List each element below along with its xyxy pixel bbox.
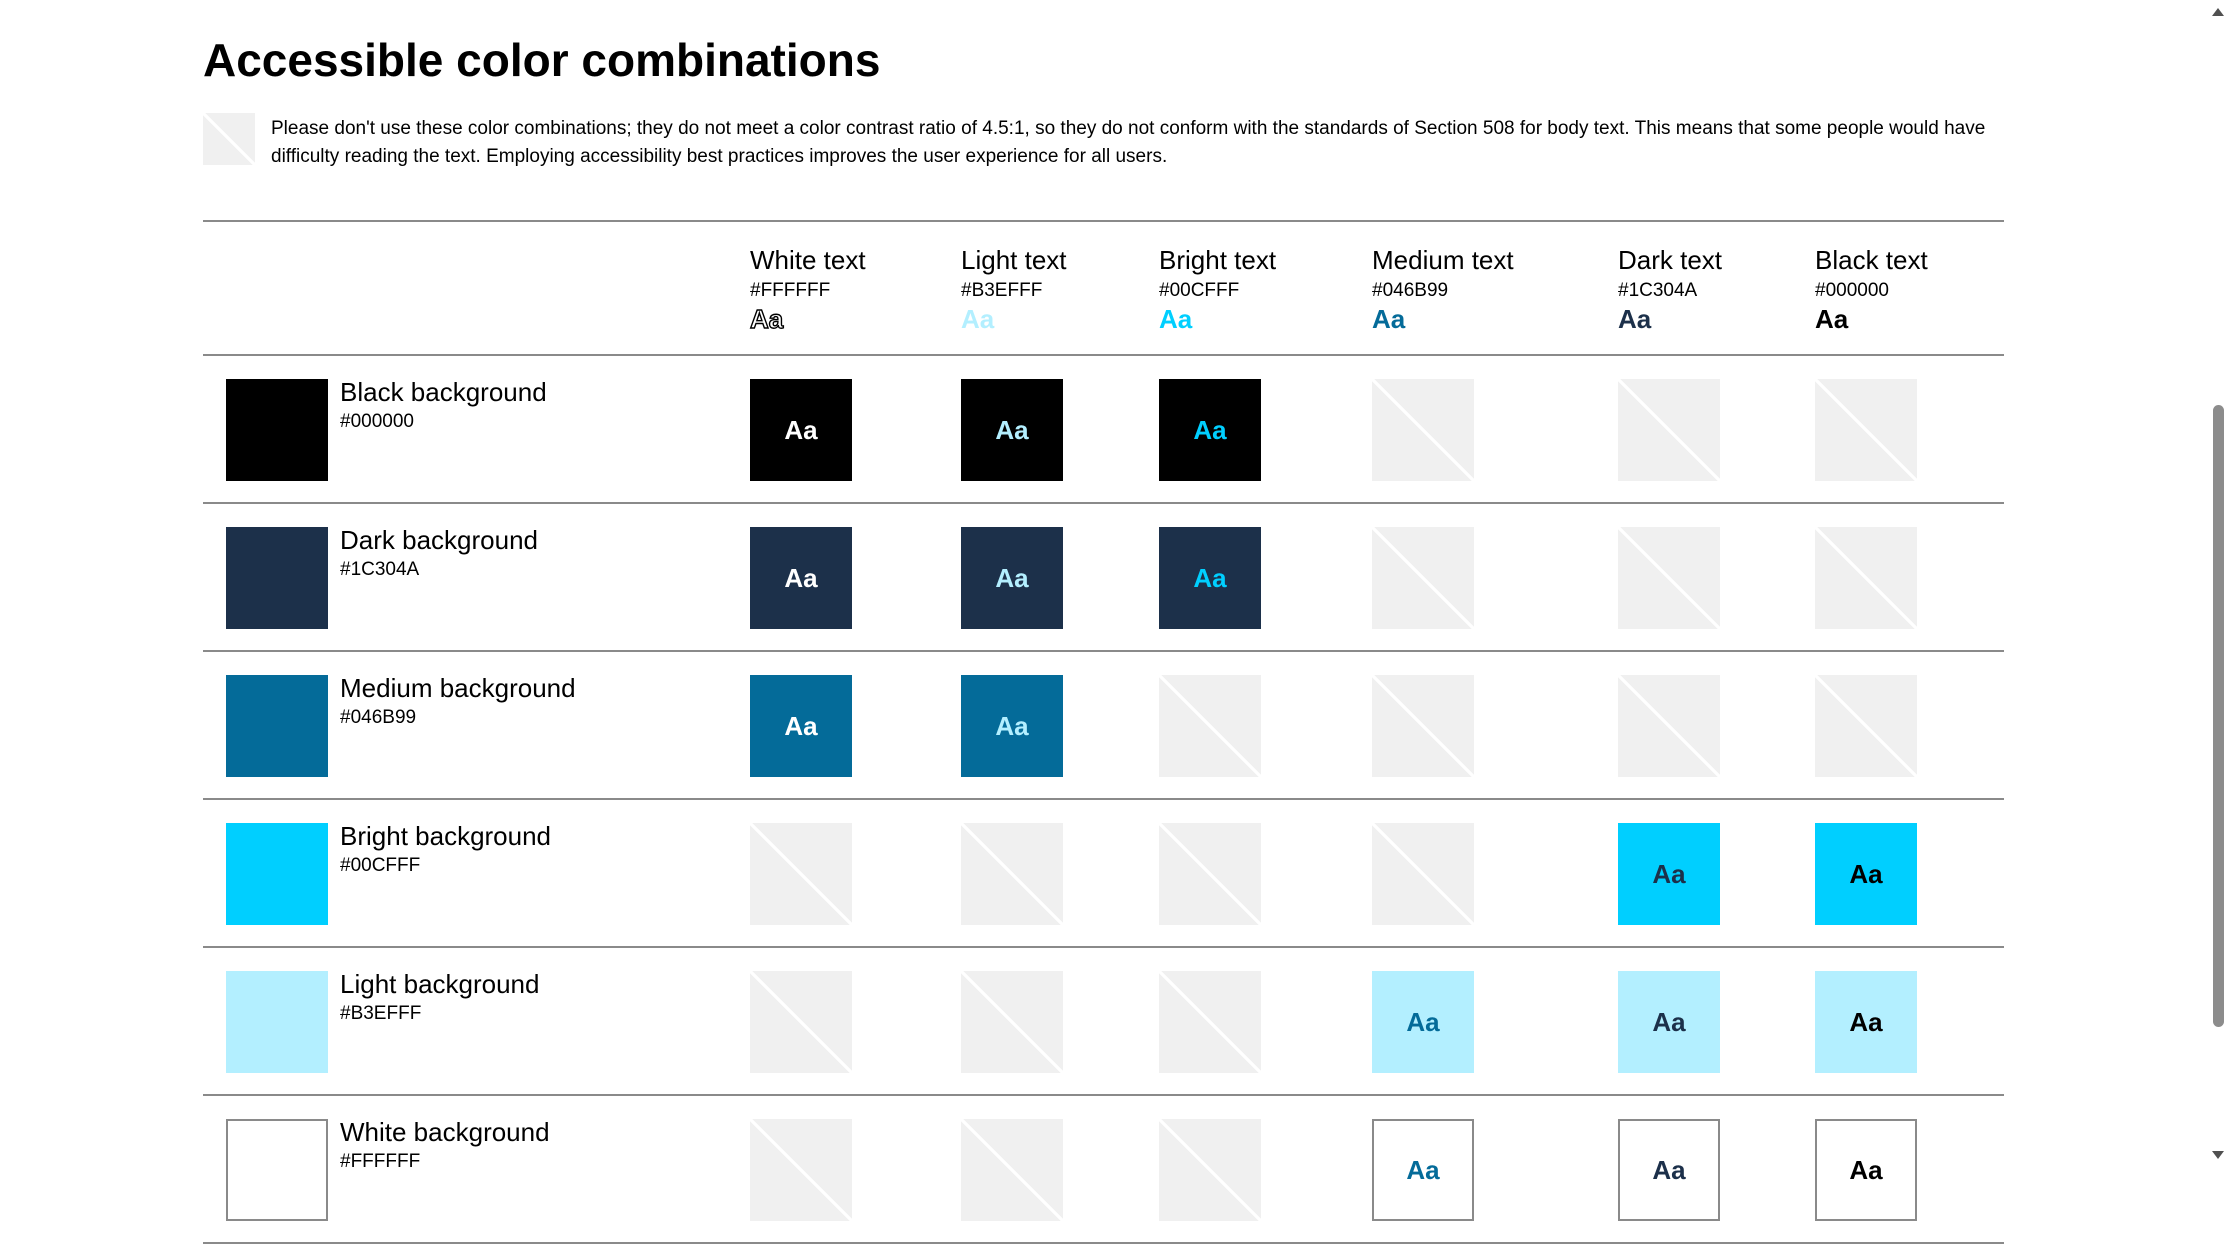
text-color-sample: Aa [1815,304,1849,334]
background-hex: #046B99 [340,707,417,728]
scroll-down-icon[interactable] [2212,1151,2224,1159]
invalid-combination [961,971,1063,1073]
background-hex: #00CFFF [340,855,421,876]
combination-sample: Aa [961,527,1063,629]
text-color-hex: #000000 [1815,280,1889,301]
background-row: White background #FFFFFF Aa Aa Aa [203,1096,2004,1244]
combination-sample: Aa [961,379,1063,481]
page-title: Accessible color combinations [203,34,881,86]
background-hex: #1C304A [340,559,420,580]
background-name: Black background [340,377,547,407]
invalid-combination [1159,675,1261,777]
text-color-name: Dark text [1618,245,1723,275]
combination-sample: Aa [1618,1119,1720,1221]
background-swatch [226,1119,328,1221]
text-color-sample: Aa [1372,304,1406,334]
text-color-sample: Aa [1159,304,1193,334]
vertical-scrollbar[interactable] [2207,0,2229,1167]
invalid-combination [1159,971,1261,1073]
background-swatch [226,527,328,629]
text-color-sample: Aa [749,303,784,334]
text-color-name: Light text [961,245,1067,275]
invalid-combination [961,1119,1063,1221]
background-swatch [226,971,328,1073]
scroll-up-icon[interactable] [2212,8,2224,16]
background-name: Medium background [340,673,576,703]
background-swatch [226,823,328,925]
background-row: Dark background #1C304A Aa Aa Aa [203,504,2004,652]
text-color-hex: #B3EFFF [961,280,1043,301]
invalid-combination [750,971,852,1073]
combination-sample: Aa [1372,1119,1474,1221]
background-name: Dark background [340,525,538,555]
invalid-combination [1815,675,1917,777]
invalid-combination-swatch [203,113,255,165]
invalid-combination [1372,379,1474,481]
grid-header-row: White text #FFFFFF Aa Light text #B3EFFF Aa Br… [203,222,2004,356]
notice-text: Please don't use these color combination… [271,118,1986,167]
text-color-hex: #1C304A [1618,280,1698,301]
combination-sample: Aa [750,527,852,629]
text-color-name: Bright text [1159,245,1277,275]
combination-sample: Aa [750,379,852,481]
combination-sample: Aa [1815,1119,1917,1221]
background-row: Bright background #00CFFF Aa Aa [203,800,2004,948]
background-row: Light background #B3EFFF Aa Aa Aa [203,948,2004,1096]
invalid-combination [1618,675,1720,777]
invalid-combination [750,823,852,925]
background-swatch [226,379,328,481]
invalid-combination [1618,379,1720,481]
text-color-hex: #00CFFF [1159,280,1240,301]
text-color-sample: Aa [961,304,995,334]
combination-sample: Aa [1159,379,1261,481]
combination-sample: Aa [1372,971,1474,1073]
background-row: Black background #000000 Aa Aa Aa [203,356,2004,504]
invalid-combination [1815,527,1917,629]
invalid-combination [1159,1119,1261,1221]
invalid-combination [1618,527,1720,629]
invalid-combination [961,823,1063,925]
combination-sample: Aa [1618,971,1720,1073]
background-row: Medium background #046B99 Aa Aa [203,652,2004,800]
background-hex: #000000 [340,411,414,432]
combination-sample: Aa [1815,971,1917,1073]
text-color-name: White text [750,245,866,275]
invalid-combination [1372,823,1474,925]
background-name: White background [340,1117,550,1147]
background-hex: #B3EFFF [340,1003,422,1024]
combination-sample: Aa [1159,527,1261,629]
contrast-notice: Please don't use these color combination… [203,113,2004,167]
invalid-combination [750,1119,852,1221]
text-color-hex: #FFFFFF [750,280,831,301]
combination-sample: Aa [1618,823,1720,925]
combination-sample: Aa [750,675,852,777]
invalid-combination [1159,823,1261,925]
background-name: Bright background [340,821,552,851]
invalid-combination [1372,675,1474,777]
invalid-combination [1815,379,1917,481]
text-color-name: Medium text [1372,245,1514,275]
text-color-sample: Aa [1618,304,1652,334]
background-swatch [226,675,328,777]
scrollbar-thumb[interactable] [2213,405,2224,1027]
combination-sample: Aa [1815,823,1917,925]
background-hex: #FFFFFF [340,1151,421,1172]
invalid-combination [1372,527,1474,629]
color-combination-grid: White text #FFFFFF Aa Light text #B3EFFF Aa Br… [203,220,2004,1244]
text-color-name: Black text [1815,245,1928,275]
text-color-hex: #046B99 [1372,280,1449,301]
background-name: Light background [340,969,540,999]
combination-sample: Aa [961,675,1063,777]
